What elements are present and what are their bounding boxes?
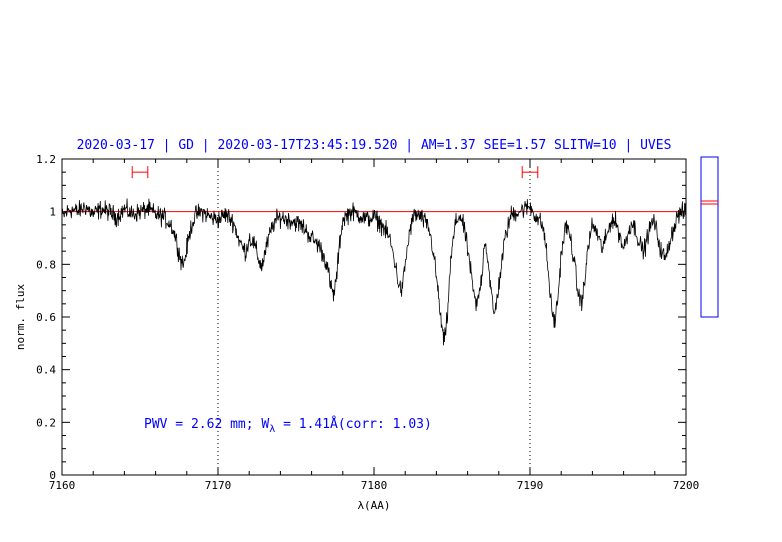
- x-tick-label: 7170: [205, 479, 232, 492]
- y-tick-label: 0.4: [36, 364, 56, 377]
- x-tick-label: 7200: [673, 479, 700, 492]
- pwv-text: PWV = 2.62 mm; W: [144, 417, 269, 432]
- side-box: [700, 156, 719, 318]
- y-tick-label: 1: [49, 206, 56, 219]
- x-axis-label: λ(AA): [357, 499, 390, 512]
- w-value: = 1.41Å(corr: 1.03): [275, 416, 432, 432]
- x-tick-label: 7190: [517, 479, 544, 492]
- spectrum-line: [61, 198, 687, 346]
- pwv-annotation: PWV = 2.62 mm; Wλ = 1.41Å(corr: 1.03): [144, 416, 432, 435]
- chart-title: 2020-03-17 | GD | 2020-03-17T23:45:19.52…: [77, 138, 672, 153]
- y-tick-label: 0.2: [36, 416, 56, 429]
- w-subscript: λ: [269, 424, 275, 435]
- x-tick-label: 7160: [49, 479, 76, 492]
- y-tick-label: 0.6: [36, 311, 56, 324]
- continuum-windows: [131, 166, 539, 179]
- y-axis: 0 0.2 0.4 0.6 0.8 1 1.2: [36, 153, 686, 482]
- y-axis-label: norm. flux: [14, 284, 27, 351]
- series-layer: [61, 198, 687, 346]
- y-tick-label: 0.8: [36, 258, 56, 271]
- x-axis: 7160 7170 7180 7190 7200: [49, 159, 700, 492]
- y-tick-label: 1.2: [36, 153, 56, 166]
- x-tick-label: 7180: [361, 479, 388, 492]
- y-tick-label: 0: [49, 469, 56, 482]
- side-panel: [700, 156, 719, 318]
